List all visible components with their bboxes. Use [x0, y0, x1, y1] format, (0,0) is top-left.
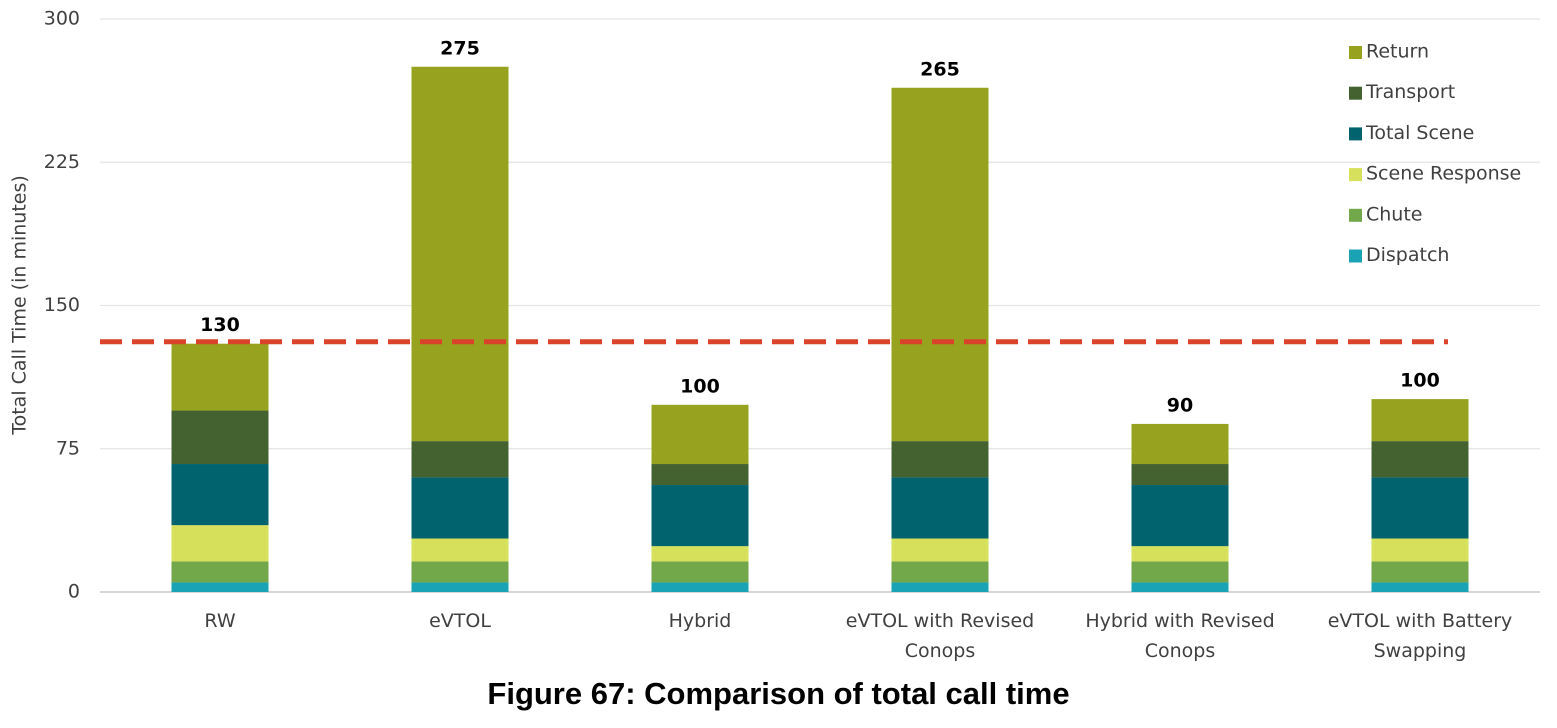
- bar-segment: [891, 561, 989, 583]
- bar-segment: [171, 410, 269, 465]
- y-tick-label: 0: [68, 581, 80, 603]
- bar-segment: [651, 546, 749, 562]
- legend-swatch: [1349, 46, 1362, 59]
- bar-segment: [1371, 477, 1469, 539]
- y-tick-label: 300: [44, 8, 80, 30]
- x-tick-label: eVTOL: [429, 610, 491, 632]
- bar-segment: [651, 485, 749, 547]
- bar-segment: [1131, 546, 1229, 562]
- bar-segment: [1131, 561, 1229, 583]
- chart-title: Figure 67: Comparison of total call time: [487, 676, 1070, 711]
- legend-label: Chute: [1366, 203, 1423, 225]
- total-label: 100: [680, 375, 720, 397]
- bar-segment: [891, 582, 989, 592]
- bar-segment: [411, 441, 509, 478]
- bar-segment: [171, 582, 269, 592]
- bar-segment: [1371, 441, 1469, 478]
- y-axis-label: Total Call Time (in minutes): [9, 175, 31, 436]
- bar-segment: [171, 525, 269, 562]
- legend-label: Return: [1366, 41, 1429, 63]
- y-tick-label: 75: [56, 437, 80, 459]
- total-label: 100: [1400, 370, 1440, 392]
- bar-segment: [171, 343, 269, 411]
- bar-segment: [651, 582, 749, 592]
- y-tick-label: 225: [44, 151, 80, 173]
- bar-segment: [1131, 423, 1229, 465]
- bar-segment: [1131, 464, 1229, 486]
- bar-segment: [1131, 485, 1229, 547]
- legend-label: Total Scene: [1365, 122, 1474, 144]
- bar-segment: [411, 582, 509, 592]
- x-tick-label: Hybrid with Revised Conops: [1085, 610, 1275, 662]
- bar-segment: [1371, 538, 1469, 562]
- bar-segment: [1371, 582, 1469, 592]
- bar-segment: [1371, 399, 1469, 442]
- x-tick-label: Hybrid: [668, 610, 732, 632]
- y-tick-label: 150: [44, 294, 80, 316]
- bar-segment: [651, 404, 749, 465]
- bar-segment: [411, 477, 509, 539]
- total-label: 90: [1167, 394, 1193, 416]
- legend-label: Transport: [1365, 81, 1455, 103]
- x-tick-label: RW: [204, 610, 236, 632]
- total-label: 130: [200, 314, 240, 336]
- legend-swatch: [1349, 208, 1362, 222]
- bar-segment: [411, 538, 509, 562]
- bar-segment: [651, 561, 749, 583]
- x-tick-label: eVTOL with Revised Conops: [845, 610, 1035, 662]
- bar-segment: [1371, 561, 1469, 583]
- total-label: 275: [440, 37, 480, 59]
- bar-segment: [1131, 582, 1229, 592]
- total-label: 265: [920, 58, 960, 80]
- legend-label: Dispatch: [1366, 244, 1449, 266]
- bar-segment: [651, 464, 749, 486]
- legend-swatch: [1349, 127, 1362, 141]
- bar-segment: [171, 464, 269, 526]
- x-tick-label: eVTOL with Battery Swapping: [1327, 610, 1513, 662]
- bar-segment: [411, 561, 509, 583]
- bar-segment: [891, 87, 989, 442]
- legend-swatch: [1349, 249, 1362, 263]
- bar-segment: [891, 538, 989, 562]
- legend-label: Scene Response: [1366, 163, 1521, 185]
- legend-swatch: [1349, 86, 1362, 100]
- legend-swatch: [1349, 168, 1362, 182]
- bar-segment: [171, 561, 269, 583]
- bar-segment: [891, 477, 989, 539]
- bar-segment: [891, 441, 989, 478]
- bar-segment: [411, 66, 509, 442]
